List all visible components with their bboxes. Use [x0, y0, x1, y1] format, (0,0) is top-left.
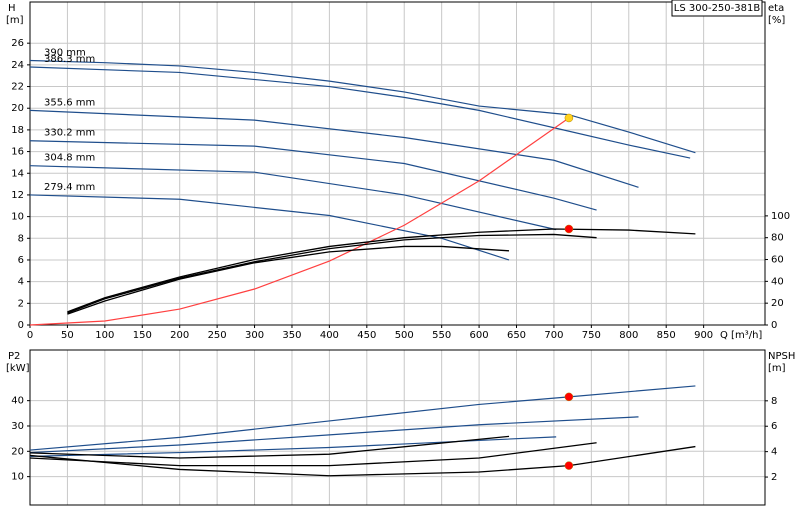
- operating-point: [564, 224, 574, 234]
- y2-tick-label: 4: [771, 447, 777, 458]
- x-tick-label: 150: [133, 330, 152, 341]
- curve: [67, 228, 696, 313]
- curve: [29, 109, 639, 188]
- x-tick-label: 0: [27, 330, 33, 341]
- y-tick-label: 4: [18, 277, 24, 288]
- y-tick-label: 20: [11, 446, 24, 457]
- curve: [29, 66, 691, 159]
- y-tick-label: 8: [18, 233, 24, 244]
- y-tick-label: 22: [11, 82, 24, 93]
- y-tick-label: 18: [11, 125, 24, 136]
- chart-title: LS 300-250-381B: [674, 3, 761, 14]
- x-tick-label: 300: [245, 330, 264, 341]
- y-tick-label: 6: [18, 255, 24, 266]
- curve: [29, 445, 696, 477]
- curve: [29, 140, 597, 211]
- y2-tick-label: 80: [771, 233, 784, 244]
- y-tick-label: 14: [11, 168, 24, 179]
- y-tick-label: 26: [11, 38, 24, 49]
- curve: [29, 194, 510, 261]
- x-tick-label: 550: [432, 330, 451, 341]
- plot-frame: [29, 1, 766, 326]
- x-axis-label: Q [m³/h]: [720, 330, 762, 341]
- y-axis-unit: [m]: [6, 15, 24, 26]
- operating-point: [564, 461, 574, 470]
- x-tick-label: 750: [582, 330, 601, 341]
- curve: [29, 436, 557, 457]
- curve: [29, 435, 510, 459]
- y-axis-label: H: [8, 3, 16, 14]
- y-axis-label: P2: [8, 351, 20, 362]
- x-tick-label: 450: [357, 330, 376, 341]
- curve: [67, 245, 510, 315]
- curve: [29, 416, 639, 454]
- plot-frame: [29, 349, 766, 506]
- curve-label: 304.8 mm: [44, 153, 95, 164]
- curve-label: 390 mm: [44, 48, 86, 59]
- curve: [29, 59, 696, 154]
- x-tick-label: 650: [507, 330, 526, 341]
- y-tick-label: 30: [11, 421, 24, 432]
- curve: [29, 165, 557, 231]
- y2-tick-label: 2: [771, 472, 777, 483]
- curve: [67, 233, 597, 314]
- y2-tick-label: 100: [771, 211, 790, 222]
- y-tick-label: 12: [11, 190, 24, 201]
- y2-tick-label: 8: [771, 396, 777, 407]
- y-axis-unit: [kW]: [6, 363, 30, 374]
- x-tick-label: 900: [694, 330, 713, 341]
- curve-label: 330.2 mm: [44, 128, 95, 139]
- curve-label: 355.6 mm: [44, 97, 95, 108]
- x-tick-label: 850: [657, 330, 676, 341]
- x-tick-label: 400: [320, 330, 339, 341]
- x-tick-label: 700: [544, 330, 563, 341]
- x-tick-label: 600: [470, 330, 489, 341]
- y2-tick-label: 20: [771, 298, 784, 309]
- y-tick-label: 40: [11, 396, 24, 407]
- y2-axis-label: eta: [768, 3, 784, 14]
- x-tick-label: 50: [61, 330, 74, 341]
- y2-tick-label: 0: [771, 320, 777, 331]
- curve-label: 386.3 mm: [44, 54, 95, 65]
- y-tick-label: 0: [18, 320, 24, 331]
- x-tick-label: 200: [170, 330, 189, 341]
- x-tick-label: 350: [282, 330, 301, 341]
- curve-label: 279.4 mm: [44, 182, 95, 193]
- curve: [29, 442, 597, 467]
- x-tick-label: 250: [208, 330, 227, 341]
- y-tick-label: 16: [11, 147, 24, 158]
- x-tick-label: 800: [619, 330, 638, 341]
- x-tick-label: 500: [395, 330, 414, 341]
- y-tick-label: 24: [11, 60, 24, 71]
- y2-axis-unit: [m]: [768, 363, 786, 374]
- y-tick-label: 10: [11, 472, 24, 483]
- y-tick-label: 2: [18, 298, 24, 309]
- y2-tick-label: 60: [771, 255, 784, 266]
- curve: [29, 117, 570, 326]
- y2-tick-label: 40: [771, 276, 784, 287]
- operating-point: [564, 392, 574, 402]
- curve: [29, 385, 696, 451]
- y2-tick-label: 6: [771, 421, 777, 432]
- y2-axis-unit: [%]: [768, 15, 785, 26]
- operating-point: [564, 113, 574, 123]
- y-tick-label: 20: [11, 103, 24, 114]
- title-box: [671, 0, 763, 17]
- x-tick-label: 100: [95, 330, 114, 341]
- y2-axis-label: NPSH: [768, 351, 795, 362]
- y-tick-label: 10: [11, 212, 24, 223]
